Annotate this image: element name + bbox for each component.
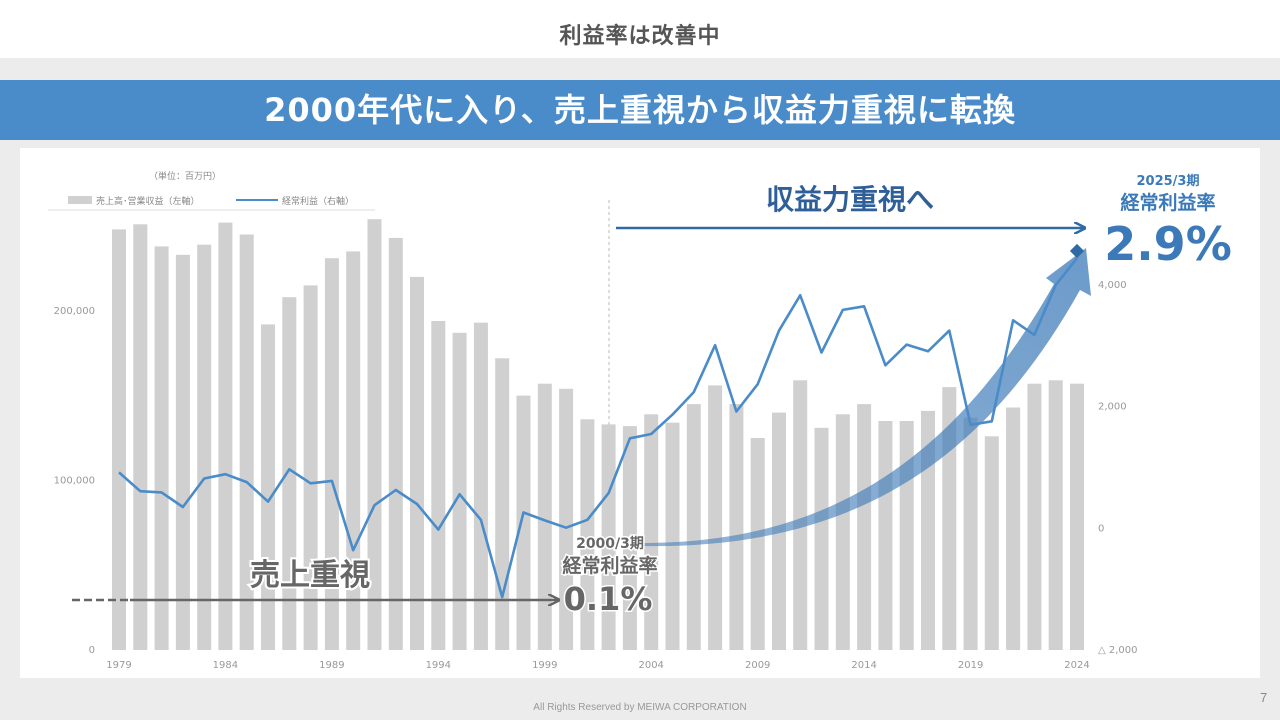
sales-bar-1993 [410,276,424,650]
profit-focus-label: 収益力重視へ [766,183,934,216]
left-axis-tick: 100,000 [54,475,95,486]
sales-profit-chart: （単位：百万円） 売上高･営業収益（左軸） 経常利益（右軸） 0 100,000 2… [48,170,1232,671]
start-value: 0.1% [564,580,653,618]
sales-bar-1990 [346,251,361,650]
sales-bar-1988 [303,285,318,650]
profit-line [118,257,1079,599]
x-axis-tick: 1984 [213,660,238,671]
unit-note: （単位：百万円） [149,170,221,182]
right-axis-tick: 0 [1098,523,1104,534]
sales-bar-2017 [921,410,935,650]
sales-bar-2000 [559,388,574,650]
sales-bar-2004 [644,414,659,650]
sales-bar-1994 [431,321,446,650]
sales-bar-1982 [175,254,190,651]
right-axis-tick: 2,000 [1098,402,1127,413]
end-value: 2.9% [1104,217,1232,271]
sales-bar-2001 [580,419,595,650]
sales-focus-label: 売上重視 [250,558,370,593]
sales-bar-1985 [239,234,254,650]
legend-bar-label: 売上高･営業収益（左軸） [96,195,200,207]
x-axis-tick: 2014 [851,660,876,671]
sales-bar-1998 [516,395,531,650]
x-axis-tick: 1979 [106,660,131,671]
sales-bar-2007 [708,385,723,650]
right-axis-tick: 4,000 [1098,280,1127,291]
sales-bar-2024 [1070,383,1084,650]
right-axis-tick: △ 2,000 [1098,645,1138,656]
chart-panel: （単位：百万円） 売上高･営業収益（左軸） 経常利益（右軸） 0 100,000 2… [20,148,1260,678]
sales-bar-1999 [537,383,552,650]
sales-bar-1981 [154,246,169,650]
x-axis-tick: 2024 [1064,660,1089,671]
end-marker [1069,243,1085,259]
sales-bar-2012 [814,427,829,650]
start-label: 経常利益率 [562,554,657,577]
left-axis-tick: 200,000 [54,306,95,317]
sales-bar-1995 [452,332,467,650]
sales-bar-1989 [324,258,339,650]
x-axis-tick: 1999 [532,660,557,671]
left-axis-tick: 0 [89,645,95,656]
sales-bar-1987 [282,297,297,650]
end-period: 2025/3期 [1137,174,1200,189]
sales-bar-1983 [197,244,212,650]
title-band [0,0,1280,58]
sales-bar-1980 [133,224,148,651]
sales-bar-2005 [665,422,680,650]
sales-bar-2021 [1006,407,1021,650]
x-axis-tick: 2019 [958,660,983,671]
sales-bar-2006 [686,404,701,650]
sales-bar-1984 [218,222,233,650]
legend-bar-swatch [68,196,92,204]
sales-bar-2014 [857,404,872,650]
sales-bar-2022 [1027,383,1042,650]
x-axis-tick: 2004 [638,660,663,671]
page-number: 7 [1260,690,1268,705]
x-axis-tick: 1989 [319,660,344,671]
page-title: 利益率は改善中 [559,24,721,49]
sales-bar-2015 [878,421,893,650]
headline-banner: 2000年代に入り、売上重視から収益力重視に転換 [0,80,1280,140]
start-period: 2000/3期 [576,536,644,552]
sales-bar-2016 [899,421,914,650]
sales-bar-2009 [750,438,765,650]
sales-bar-2008 [729,404,744,650]
x-axis-tick: 1994 [426,660,451,671]
sales-bar-1991 [367,219,382,650]
growth-arrow [642,248,1091,547]
sales-bar-2011 [793,380,808,650]
sales-bar-1996 [473,322,488,650]
legend-line-label: 経常利益（右軸） [282,195,354,207]
sales-bar-2020 [984,436,999,650]
sales-bar-1979 [112,229,126,650]
end-label: 経常利益率 [1120,191,1215,214]
sales-bar-2023 [1048,380,1063,650]
sales-bar-2013 [835,414,850,650]
sales-bar-1986 [261,324,275,650]
headline-text: 2000年代に入り、売上重視から収益力重視に転換 [264,91,1016,129]
sales-bar-2003 [622,426,637,650]
sales-bar-1997 [495,358,510,650]
copyright-footer: All Rights Reserved by MEIWA CORPORATION [533,702,747,713]
sales-bar-2019 [963,417,978,650]
sales-bar-1992 [388,237,403,650]
x-axis-tick: 2009 [745,660,770,671]
